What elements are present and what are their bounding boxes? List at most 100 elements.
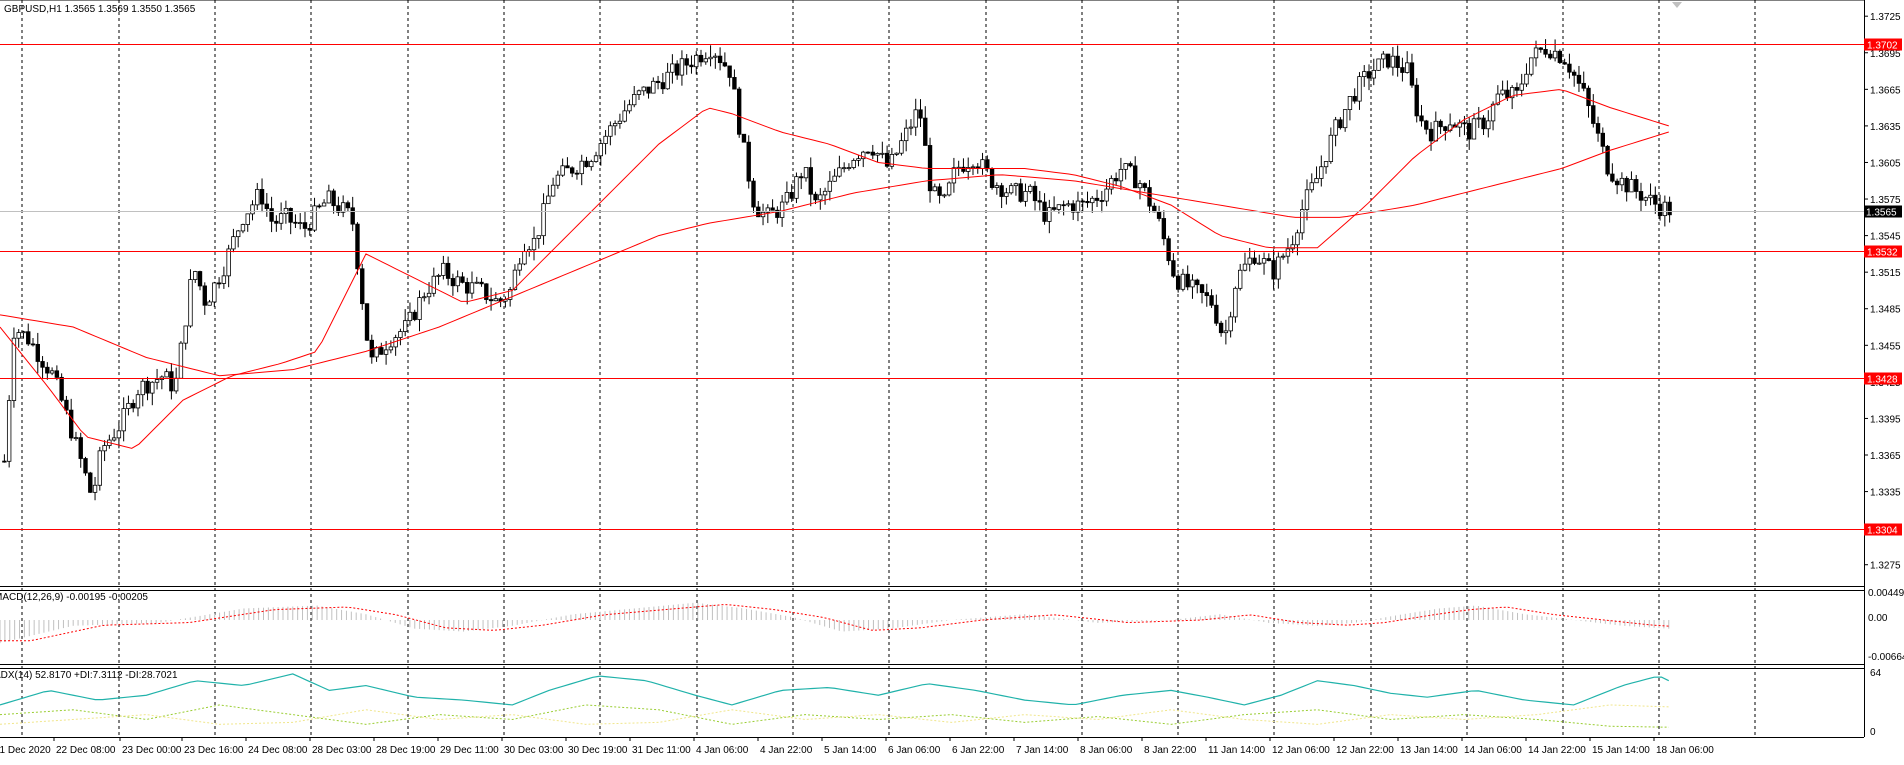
candle-body [1199, 284, 1205, 293]
candle-body [1075, 200, 1081, 213]
candle-body [302, 222, 308, 229]
adx-minus-di-line [0, 704, 1669, 725]
candle-body [884, 152, 890, 167]
time-tick-label: 22 Dec 08:00 [56, 745, 116, 756]
candle-body [1405, 62, 1410, 73]
candle-body [1419, 115, 1424, 122]
candle-body [469, 282, 475, 294]
adx-main-line [0, 673, 1670, 706]
candle-body [794, 176, 799, 199]
time-tick-label: 7 Jan 14:00 [1016, 745, 1069, 756]
candle-body [1209, 295, 1214, 306]
chart-shift-marker-icon [1672, 2, 1682, 8]
time-tick-label: 13 Jan 14:00 [1400, 745, 1458, 756]
candle-body [1051, 207, 1057, 210]
candle-body [1395, 55, 1400, 68]
candle-body [612, 123, 618, 127]
candle-body [856, 158, 861, 161]
candle-body [2, 460, 7, 463]
candle-body [441, 262, 446, 276]
time-tick-label: 8 Jan 22:00 [1144, 745, 1197, 756]
candle-body [818, 194, 823, 201]
candle-body [193, 271, 198, 280]
candle-body [1576, 74, 1582, 84]
price-tick-label: 1.3575 [1870, 195, 1901, 206]
candle-body [674, 63, 680, 76]
level-price-tags: 1.3702 1.3532 1.3428 1.3304 [1864, 38, 1902, 537]
candle-body [651, 80, 656, 94]
candle-body [1180, 273, 1186, 290]
candle-body [1118, 168, 1124, 182]
time-tick-label: 30 Dec 03:00 [504, 745, 564, 756]
time-tick-label: 4 Jan 22:00 [760, 745, 813, 756]
candle-body [1028, 185, 1033, 192]
candle-body [54, 370, 60, 378]
price-axis[interactable]: 1.3725 1.3695 1.3665 1.3635 1.3605 1.3575 1.35… [1864, 12, 1901, 572]
candle-body [636, 90, 642, 95]
candle-body [197, 271, 203, 287]
candle-body [951, 167, 957, 184]
candle-body [985, 159, 990, 170]
macd-axis: 0.00449 0.00 -0.00664 [1868, 588, 1904, 663]
candle-body [1123, 163, 1128, 170]
ma-slow-line [0, 131, 1669, 377]
candle-body [1371, 69, 1376, 79]
candle-body [1519, 83, 1524, 91]
candle-body [383, 349, 389, 355]
candle-body [111, 437, 117, 441]
time-tick-label: 23 Dec 16:00 [184, 745, 244, 756]
candle-body [1090, 197, 1095, 204]
candle-body [660, 82, 666, 90]
candle-body [1152, 205, 1157, 213]
candle-body [899, 140, 904, 154]
indicator-lines [0, 604, 1670, 728]
candle-body [536, 235, 541, 239]
candle-body [889, 154, 895, 167]
candle-body [722, 62, 728, 67]
candle-body [1204, 292, 1209, 297]
price-tick-label: 1.3335 [1870, 488, 1901, 499]
time-tick-label: 12 Jan 22:00 [1336, 745, 1394, 756]
candle-body [1667, 201, 1672, 216]
time-tick-label: 11 Jan 14:00 [1208, 745, 1266, 756]
candle-body [841, 167, 847, 170]
candle-body [1295, 232, 1300, 246]
candle-body [26, 331, 31, 345]
candle-body [278, 213, 284, 224]
candle-body [1533, 47, 1539, 59]
candle-body [1319, 166, 1324, 179]
candle-body [183, 325, 188, 344]
macd-tick-label: 0.00 [1868, 613, 1888, 624]
candle-body [1572, 71, 1577, 76]
time-tick-label: 23 Dec 00:00 [122, 745, 182, 756]
candle-body [1133, 165, 1138, 189]
candle-body [1156, 211, 1162, 219]
adx-plus-di-line [0, 704, 1669, 728]
candle-body [789, 192, 794, 199]
candle-body [1591, 105, 1596, 124]
candle-body [1175, 275, 1181, 290]
level-tag-label: 1.3304 [1867, 526, 1898, 537]
candle-body [264, 203, 269, 209]
candle-body [269, 208, 274, 222]
candle-body [207, 301, 212, 306]
candle-body [1195, 279, 1200, 286]
candle-body [1071, 203, 1076, 213]
macd-label: MACD(12,26,9) -0.00195 -0.00205 [0, 592, 148, 603]
candle-body [30, 343, 36, 346]
candle-body [426, 292, 432, 298]
time-tick-label: 28 Dec 19:00 [376, 745, 436, 756]
candle-body [751, 180, 756, 208]
candle-body [1276, 256, 1281, 280]
candle-body [1428, 128, 1434, 142]
time-tick-label: 24 Dec 08:00 [248, 745, 308, 756]
candle-body [1543, 49, 1548, 55]
ma-fast-line [0, 89, 1669, 449]
candle-body [522, 250, 527, 265]
candle-body [1304, 189, 1310, 210]
adx-tick-label: 64 [1870, 668, 1882, 679]
candle-body [517, 263, 522, 271]
candle-body [803, 167, 809, 179]
